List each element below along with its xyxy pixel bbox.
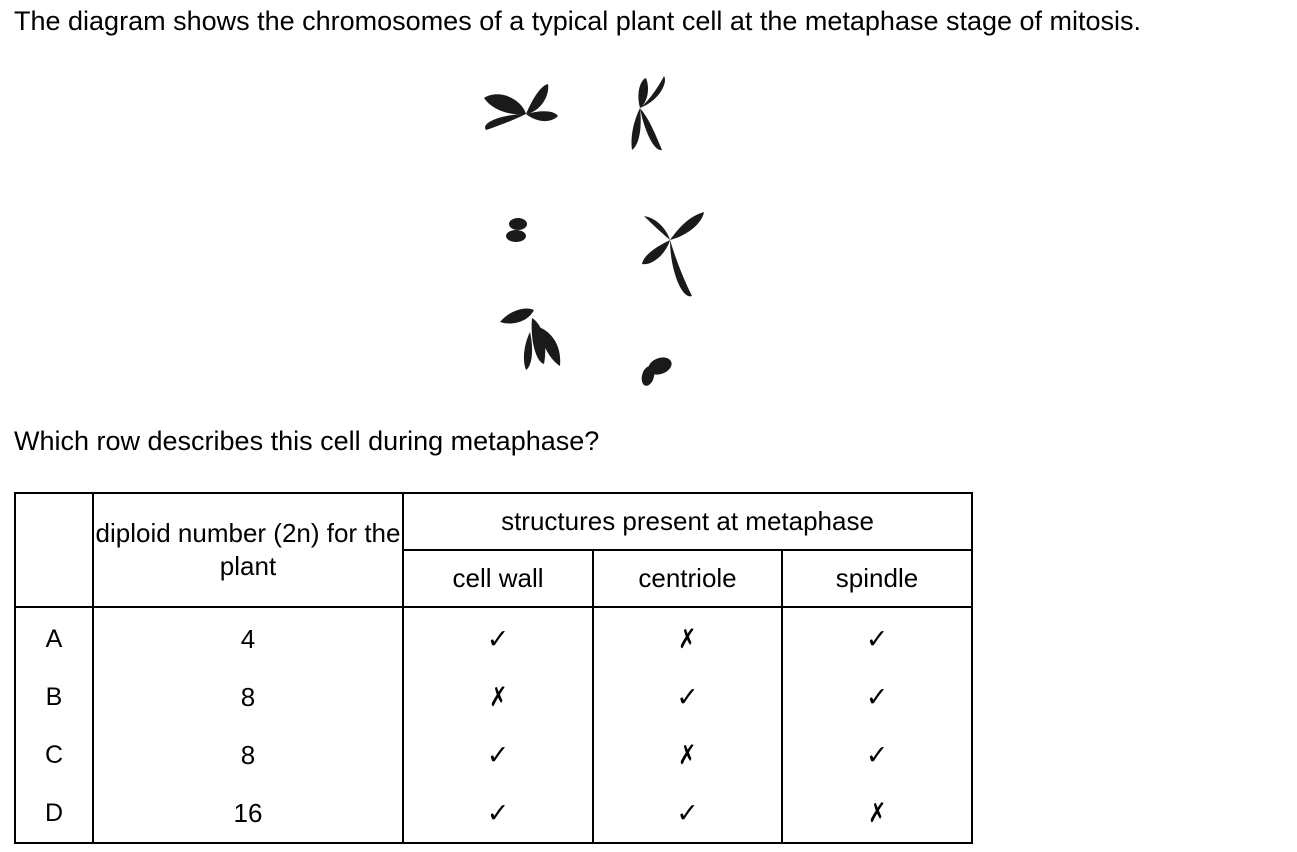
chromosome-4 <box>506 218 527 242</box>
centriole-mark: ✓ <box>676 797 699 828</box>
header-letter-cell <box>14 492 94 608</box>
diploid-value: 8 <box>92 668 404 726</box>
centriole-mark: ✗ <box>678 623 697 654</box>
centriole-mark: ✗ <box>678 739 697 770</box>
chromosome-diagram <box>484 76 704 386</box>
table-row: B 8 ✗ ✓ ✓ <box>14 668 973 726</box>
chromosome-1 <box>484 84 558 130</box>
diploid-value: 16 <box>92 784 404 844</box>
header-cell-wall: cell wall <box>402 549 594 608</box>
chromosome-2 <box>631 76 665 151</box>
header-diploid: diploid number (2n) for the plant <box>92 492 404 608</box>
centriole-mark: ✓ <box>676 681 699 712</box>
header-structures: structures present at metaphase <box>402 492 973 551</box>
cell-wall-mark: ✓ <box>486 623 510 654</box>
spindle-mark: ✓ <box>865 681 889 712</box>
header-centriole: centriole <box>592 549 783 608</box>
cell-wall-mark: ✓ <box>486 797 510 828</box>
diploid-value: 8 <box>92 726 404 784</box>
option-letter: C <box>14 726 94 784</box>
answer-table: diploid number (2n) for the plant struct… <box>14 492 973 844</box>
question-prompt: Which row describes this cell during met… <box>14 426 600 456</box>
table-row: C 8 ✓ ✗ ✓ <box>14 726 973 784</box>
table-row: D 16 ✓ ✓ ✗ <box>14 784 973 844</box>
cell-wall-mark: ✓ <box>486 739 510 770</box>
option-letter: D <box>14 784 94 844</box>
table-header-row: diploid number (2n) for the plant struct… <box>14 492 973 608</box>
option-letter: A <box>14 607 94 668</box>
header-spindle: spindle <box>781 549 973 608</box>
spindle-mark: ✗ <box>867 797 887 828</box>
table-row: A 4 ✓ ✗ ✓ <box>14 607 973 668</box>
spindle-mark: ✓ <box>865 739 889 770</box>
chromosome-7 <box>500 308 561 370</box>
chromosome-5 <box>642 212 704 297</box>
option-letter: B <box>14 668 94 726</box>
question-stem: The diagram shows the chromosomes of a t… <box>14 6 1142 36</box>
table-subheader-row: cell wall centriole spindle <box>15 549 973 608</box>
spindle-mark: ✓ <box>865 623 889 654</box>
diploid-value: 4 <box>92 607 404 668</box>
chromosome-8 <box>641 357 672 386</box>
cell-wall-mark: ✗ <box>488 681 508 712</box>
